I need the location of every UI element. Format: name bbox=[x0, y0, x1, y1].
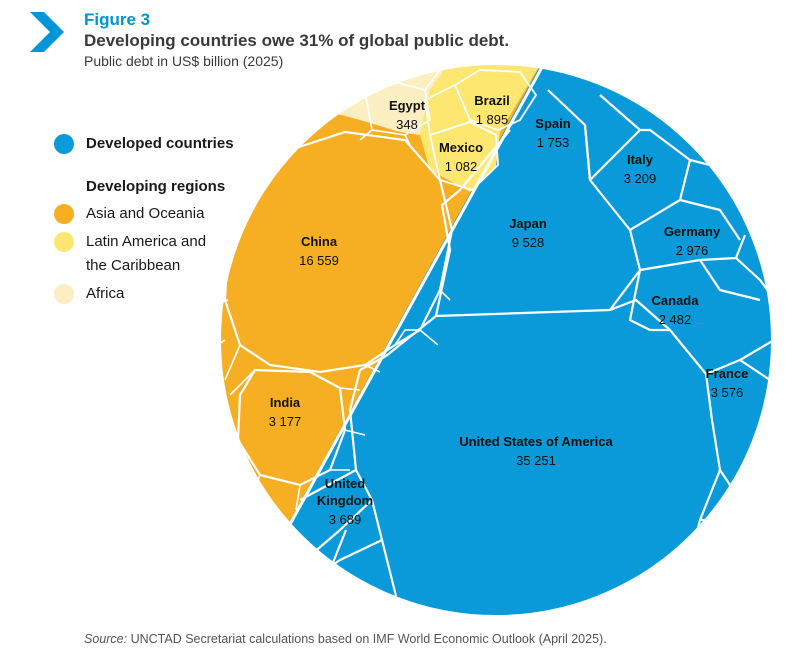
asia-small-cell-border-17 bbox=[220, 234, 229, 241]
label-france: France bbox=[706, 366, 749, 381]
developed-cell-border-21 bbox=[369, 595, 397, 613]
label-canada: Canada bbox=[652, 293, 700, 308]
label-china: China bbox=[301, 234, 338, 249]
label-united-kingdom-line2: Kingdom bbox=[317, 493, 373, 508]
developed-cell-border-2 bbox=[385, 298, 707, 375]
developed-cell-border-11 bbox=[640, 128, 692, 201]
asia-small-cell-border-13 bbox=[419, 329, 439, 346]
legend-item-africa: Africa bbox=[54, 284, 124, 306]
value-france: 3 576 bbox=[711, 385, 744, 400]
asia-small-cell-border-14 bbox=[364, 364, 381, 373]
developed-cell-border-14 bbox=[699, 259, 761, 302]
india-cell-border bbox=[236, 368, 347, 487]
developed-cell-border-7 bbox=[583, 94, 642, 182]
value-china: 16 559 bbox=[299, 253, 339, 268]
label-mexico: Mexico bbox=[439, 140, 483, 155]
latam-region bbox=[420, 64, 546, 192]
value-italy: 3 209 bbox=[624, 171, 657, 186]
developed-cell-border-23 bbox=[299, 469, 357, 501]
value-india: 3 177 bbox=[269, 414, 302, 429]
africa-cell-border-7 bbox=[424, 69, 441, 91]
developed-cell-border-17 bbox=[739, 469, 766, 501]
value-united-states-of-america: 35 251 bbox=[516, 453, 556, 468]
legend-label-developed: Developed countries bbox=[86, 135, 234, 152]
legend-item-developed: Developed countries bbox=[54, 134, 234, 156]
value-spain: 1 753 bbox=[537, 135, 570, 150]
chart-subtitle: Public debt in US$ billion (2025) bbox=[84, 53, 284, 69]
asia-small-cell-border-3 bbox=[224, 344, 241, 381]
source-label: Source: bbox=[84, 632, 128, 646]
legend-swatch-latam bbox=[54, 232, 74, 252]
asia-small-cell-border-15 bbox=[238, 159, 263, 191]
legend-heading-developing: Developing regions bbox=[86, 178, 226, 195]
label-india: India bbox=[270, 395, 301, 410]
legend-label-latam: Latin America and the Caribbean bbox=[86, 230, 206, 278]
developed-cell-border-6 bbox=[547, 89, 642, 311]
latam-cell-border-3 bbox=[424, 84, 456, 136]
africa-cell-border-3 bbox=[359, 129, 373, 141]
asia-small-cell-border-5 bbox=[220, 439, 241, 451]
legend-label-asia: Asia and Oceania bbox=[86, 205, 205, 222]
source-note: Source: UNCTAD Secretariat calculations … bbox=[84, 632, 607, 646]
legend-swatch-asia bbox=[54, 204, 74, 224]
chart-title: Developing countries owe 31% of global p… bbox=[84, 31, 510, 50]
value-canada: 2 482 bbox=[659, 312, 692, 327]
asia-small-cell-border-7 bbox=[295, 484, 301, 511]
developed-cell-border-9 bbox=[628, 269, 670, 332]
source-text: UNCTAD Secretariat calculations based on… bbox=[127, 632, 607, 646]
developed-cell-border-10 bbox=[629, 198, 741, 241]
label-italy: Italy bbox=[627, 152, 654, 167]
asia-small-cell-border-2 bbox=[220, 339, 226, 351]
asia-small-cell-border-16 bbox=[281, 131, 291, 151]
value-mexico: 1 082 bbox=[445, 159, 478, 174]
label-spain: Spain bbox=[535, 116, 570, 131]
asia-small-cell-border-19 bbox=[229, 489, 259, 506]
label-egypt: Egypt bbox=[389, 98, 426, 113]
figure-label: Figure 3 bbox=[84, 10, 151, 29]
developed-cell-border-5 bbox=[434, 129, 511, 317]
value-egypt: 348 bbox=[396, 117, 418, 132]
developed-cell-border-16 bbox=[739, 359, 771, 381]
label-united-kingdom-line1: United bbox=[325, 476, 366, 491]
legend-swatch-africa bbox=[54, 284, 74, 304]
africa-cell-border-6 bbox=[394, 64, 401, 83]
value-united-kingdom: 3 689 bbox=[329, 512, 362, 527]
chevron-right-icon bbox=[30, 12, 64, 52]
asia-small-cell-border-9 bbox=[339, 387, 361, 391]
label-japan: Japan bbox=[509, 216, 547, 231]
legend-item-latam: Latin America and the Caribbean bbox=[54, 232, 206, 278]
legend-item-asia: Asia and Oceania bbox=[54, 204, 204, 226]
africa-cell-border-4 bbox=[404, 134, 411, 146]
asia-small-cell-border-4 bbox=[229, 369, 256, 396]
label-united-states-of-america: United States of America bbox=[459, 434, 613, 449]
value-germany: 2 976 bbox=[676, 243, 709, 258]
asia-small-cell-border-11 bbox=[394, 329, 420, 346]
label-germany: Germany bbox=[664, 224, 721, 239]
latam-cell-border-2 bbox=[428, 121, 499, 192]
developed-cell-border-8 bbox=[639, 234, 747, 272]
asia-small-cell-border-1 bbox=[220, 299, 229, 306]
legend-label-latam-line2: the Caribbean bbox=[86, 257, 181, 274]
chart-outline bbox=[219, 63, 773, 617]
asia-small-cell-border-10 bbox=[344, 429, 366, 436]
legend-label-latam-line1: Latin America and bbox=[86, 233, 207, 250]
value-brazil: 1 895 bbox=[476, 112, 509, 127]
asia-small-cell-border-18 bbox=[244, 519, 271, 526]
legend-swatch-developed bbox=[54, 134, 74, 154]
cells-group bbox=[220, 64, 772, 613]
asia-small-cell-border-12 bbox=[439, 289, 451, 301]
value-japan: 9 528 bbox=[512, 235, 545, 250]
latam-cell-border-1 bbox=[453, 69, 538, 131]
label-brazil: Brazil bbox=[474, 93, 509, 108]
legend-label-africa: Africa bbox=[86, 285, 125, 302]
